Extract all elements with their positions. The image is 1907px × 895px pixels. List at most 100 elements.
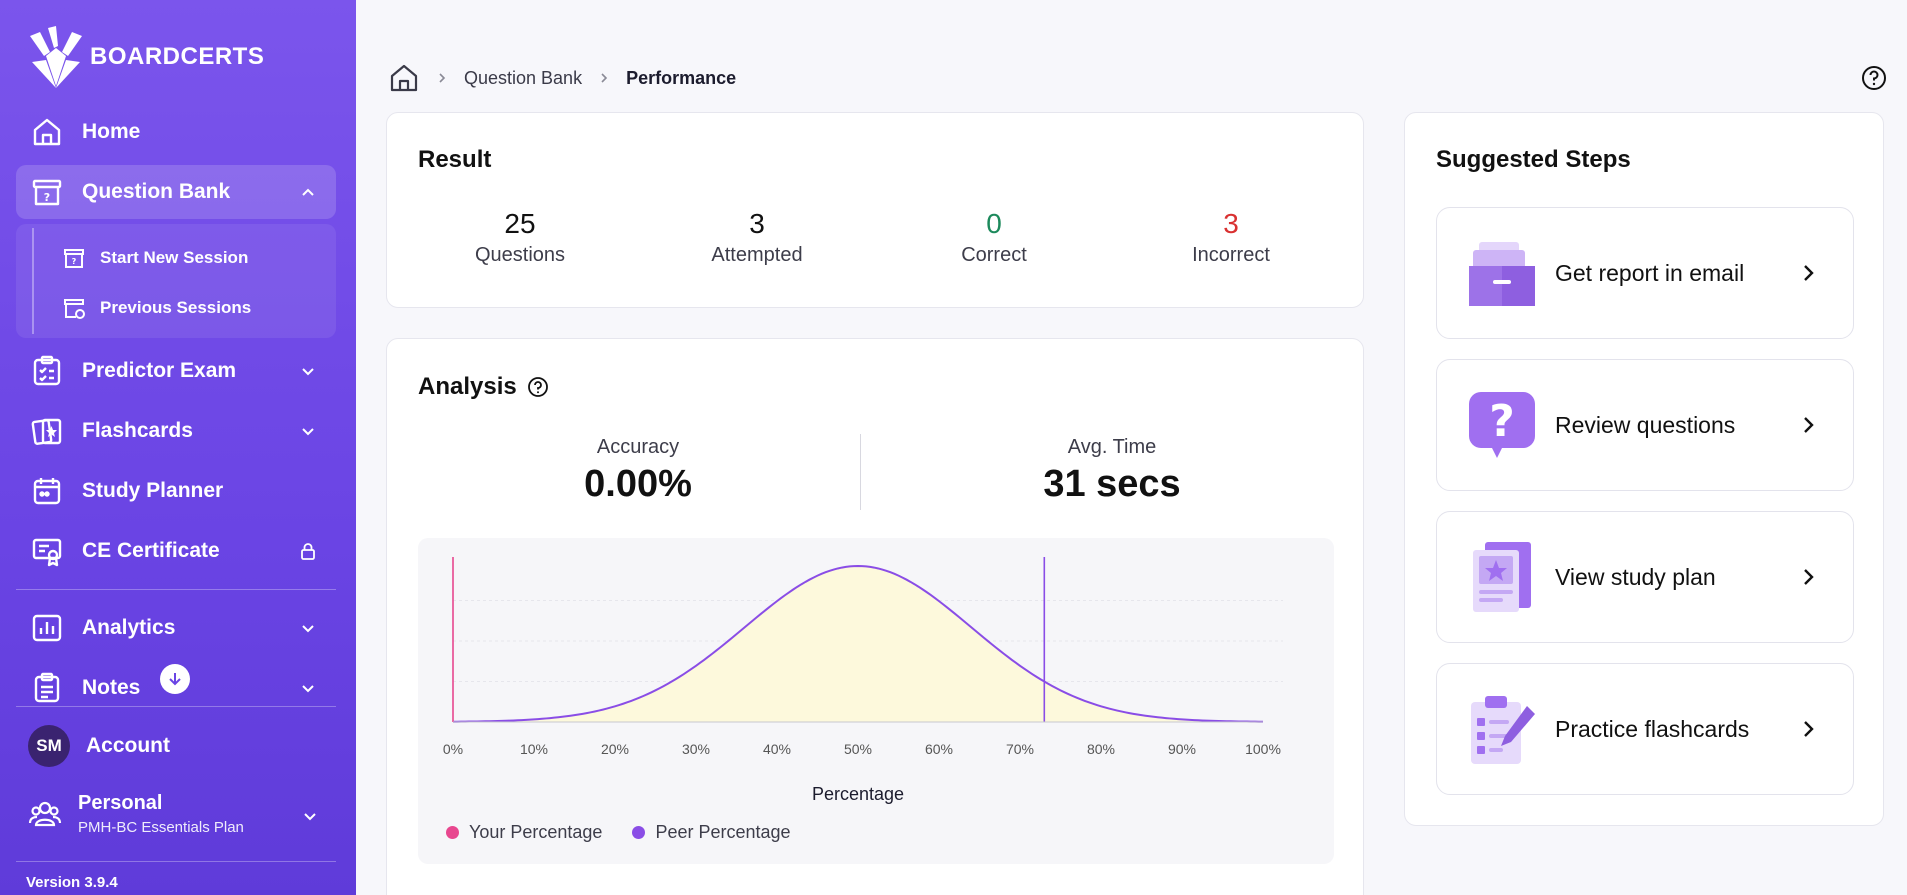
step-get-report[interactable]: Get report in email bbox=[1436, 207, 1854, 339]
sidebar-item-study-planner[interactable]: Study Planner bbox=[16, 464, 336, 518]
legend-peer-percentage[interactable]: Peer Percentage bbox=[632, 822, 791, 843]
legend-dot bbox=[446, 826, 459, 839]
sidebar-item-label: Analytics bbox=[82, 616, 176, 639]
sidebar-item-label: Notes bbox=[82, 676, 141, 699]
app-version: Version 3.9.4 bbox=[26, 874, 118, 891]
stat-label: Attempted bbox=[711, 244, 803, 266]
home-icon[interactable] bbox=[388, 62, 420, 94]
certificate-icon bbox=[30, 534, 64, 568]
sidebar-item-notes[interactable]: Notes bbox=[16, 661, 336, 715]
chevron-down-icon[interactable] bbox=[298, 361, 318, 381]
submenu-start-new-session[interactable]: ? Start New Session bbox=[62, 246, 248, 270]
legend-label: Your Percentage bbox=[469, 822, 603, 842]
study-plan-icon bbox=[1463, 538, 1541, 616]
distribution-chart-svg: 0% 10% 20% 30% 40% 50% 60% 70% 80% 90% 100% Percen… bbox=[443, 557, 1283, 804]
stat-label: Questions bbox=[474, 244, 566, 266]
breadcrumb-current: Performance bbox=[626, 67, 737, 88]
step-review-questions[interactable]: ? Review questions bbox=[1436, 359, 1854, 491]
new-session-icon: ? bbox=[64, 249, 84, 268]
chevron-down-icon[interactable] bbox=[298, 618, 318, 638]
brand-logo[interactable]: BOARDCERTS bbox=[28, 26, 264, 88]
arrow-down-icon bbox=[169, 673, 181, 686]
sidebar-item-label: CE Certificate bbox=[82, 539, 220, 562]
x-tick-label: 20% bbox=[601, 741, 629, 757]
stat-attempted: 3 Attempted bbox=[667, 208, 847, 267]
chevron-down-icon[interactable] bbox=[298, 421, 318, 441]
notes-icon bbox=[30, 671, 64, 705]
sidebar-item-question-bank[interactable]: ? Question Bank bbox=[16, 165, 336, 219]
analytics-icon bbox=[30, 611, 64, 645]
svg-text:?: ? bbox=[44, 191, 50, 204]
sidebar-item-home[interactable]: Home bbox=[16, 105, 336, 159]
chevron-up-icon[interactable] bbox=[298, 182, 318, 202]
x-axis-label: Percentage bbox=[812, 784, 904, 804]
avg-time-metric: Avg. Time 31 secs bbox=[942, 436, 1282, 506]
x-tick-label: 60% bbox=[925, 741, 953, 757]
calendar-icon bbox=[30, 474, 64, 508]
accuracy-metric: Accuracy 0.00% bbox=[468, 436, 808, 506]
clipboard-check-icon bbox=[30, 354, 64, 388]
sidebar-item-predictor-exam[interactable]: Predictor Exam bbox=[16, 344, 336, 398]
chevron-right-icon bbox=[439, 73, 446, 83]
legend-your-percentage[interactable]: Your Percentage bbox=[446, 822, 602, 843]
sidebar-divider bbox=[16, 706, 336, 707]
x-tick-label: 40% bbox=[763, 741, 791, 757]
step-label: View study plan bbox=[1555, 563, 1716, 590]
svg-text:?: ? bbox=[1489, 396, 1515, 447]
sidebar-item-flashcards[interactable]: Flashcards bbox=[16, 404, 336, 458]
suggested-title: Suggested Steps bbox=[1436, 146, 1631, 173]
stat-value: 25 bbox=[504, 208, 536, 239]
chevron-down-icon[interactable] bbox=[298, 678, 318, 698]
breadcrumb-parent[interactable]: Question Bank bbox=[464, 67, 583, 88]
chevron-down-icon[interactable] bbox=[300, 806, 320, 826]
sidebar-item-label: Study Planner bbox=[82, 479, 224, 502]
performance-chart: 0% 10% 20% 30% 40% 50% 60% 70% 80% 90% 100% Percen… bbox=[418, 538, 1334, 864]
x-tick-label: 90% bbox=[1168, 741, 1196, 757]
sidebar-item-label: Predictor Exam bbox=[82, 359, 237, 382]
x-tick-label: 30% bbox=[682, 741, 710, 757]
peer-distribution-area bbox=[453, 566, 1263, 722]
chevron-right-icon bbox=[1804, 569, 1814, 585]
step-practice-flashcards[interactable]: Practice flashcards bbox=[1436, 663, 1854, 795]
sidebar-item-label: Question Bank bbox=[82, 180, 231, 203]
breadcrumb: Question Bank Performance bbox=[388, 62, 736, 94]
sidebar-divider bbox=[16, 589, 336, 590]
analysis-title: Analysis bbox=[418, 373, 517, 400]
sidebar-item-label: Flashcards bbox=[82, 419, 193, 442]
submenu-label: Previous Sessions bbox=[100, 298, 252, 317]
stat-value: 0 bbox=[986, 208, 1002, 239]
chevron-right-icon bbox=[1804, 721, 1814, 737]
stat-questions: 25 Questions bbox=[430, 208, 610, 267]
result-title: Result bbox=[418, 146, 492, 173]
stat-label: Correct bbox=[961, 244, 1027, 266]
legend-label: Peer Percentage bbox=[655, 822, 791, 842]
help-icon[interactable] bbox=[1860, 64, 1888, 92]
chevron-right-icon bbox=[601, 73, 608, 83]
question-bank-submenu: ? Start New Session Previous Sessions bbox=[16, 224, 336, 338]
logo-icon bbox=[30, 26, 82, 88]
home-icon bbox=[30, 115, 64, 149]
sidebar: BOARDCERTS Home ? Question Bank ? Start … bbox=[0, 0, 356, 895]
users-icon bbox=[28, 801, 62, 827]
scroll-down-button[interactable] bbox=[160, 664, 190, 694]
x-tick-label: 70% bbox=[1006, 741, 1034, 757]
sidebar-divider bbox=[16, 861, 336, 862]
x-tick-label: 0% bbox=[443, 741, 463, 757]
plan-selector[interactable]: Personal PMH-BC Essentials Plan bbox=[28, 792, 244, 836]
metric-label: Accuracy bbox=[596, 436, 680, 458]
result-card bbox=[386, 112, 1364, 308]
step-label: Practice flashcards bbox=[1555, 715, 1750, 742]
chevron-right-icon bbox=[1804, 417, 1814, 433]
submenu-previous-sessions[interactable]: Previous Sessions bbox=[62, 296, 251, 320]
step-view-study-plan[interactable]: View study plan bbox=[1436, 511, 1854, 643]
stat-value: 3 bbox=[1223, 208, 1239, 239]
help-icon[interactable] bbox=[527, 376, 549, 398]
sidebar-item-ce-certificate[interactable]: CE Certificate bbox=[16, 524, 336, 578]
account-menu[interactable]: SM Account bbox=[28, 725, 170, 767]
chevron-right-icon bbox=[1804, 265, 1814, 281]
flashcards-icon bbox=[30, 414, 64, 448]
step-label: Review questions bbox=[1555, 411, 1736, 438]
archive-box-icon bbox=[1463, 234, 1541, 312]
chart-legend: Your Percentage Peer Percentage bbox=[446, 822, 791, 843]
sidebar-item-analytics[interactable]: Analytics bbox=[16, 601, 336, 655]
